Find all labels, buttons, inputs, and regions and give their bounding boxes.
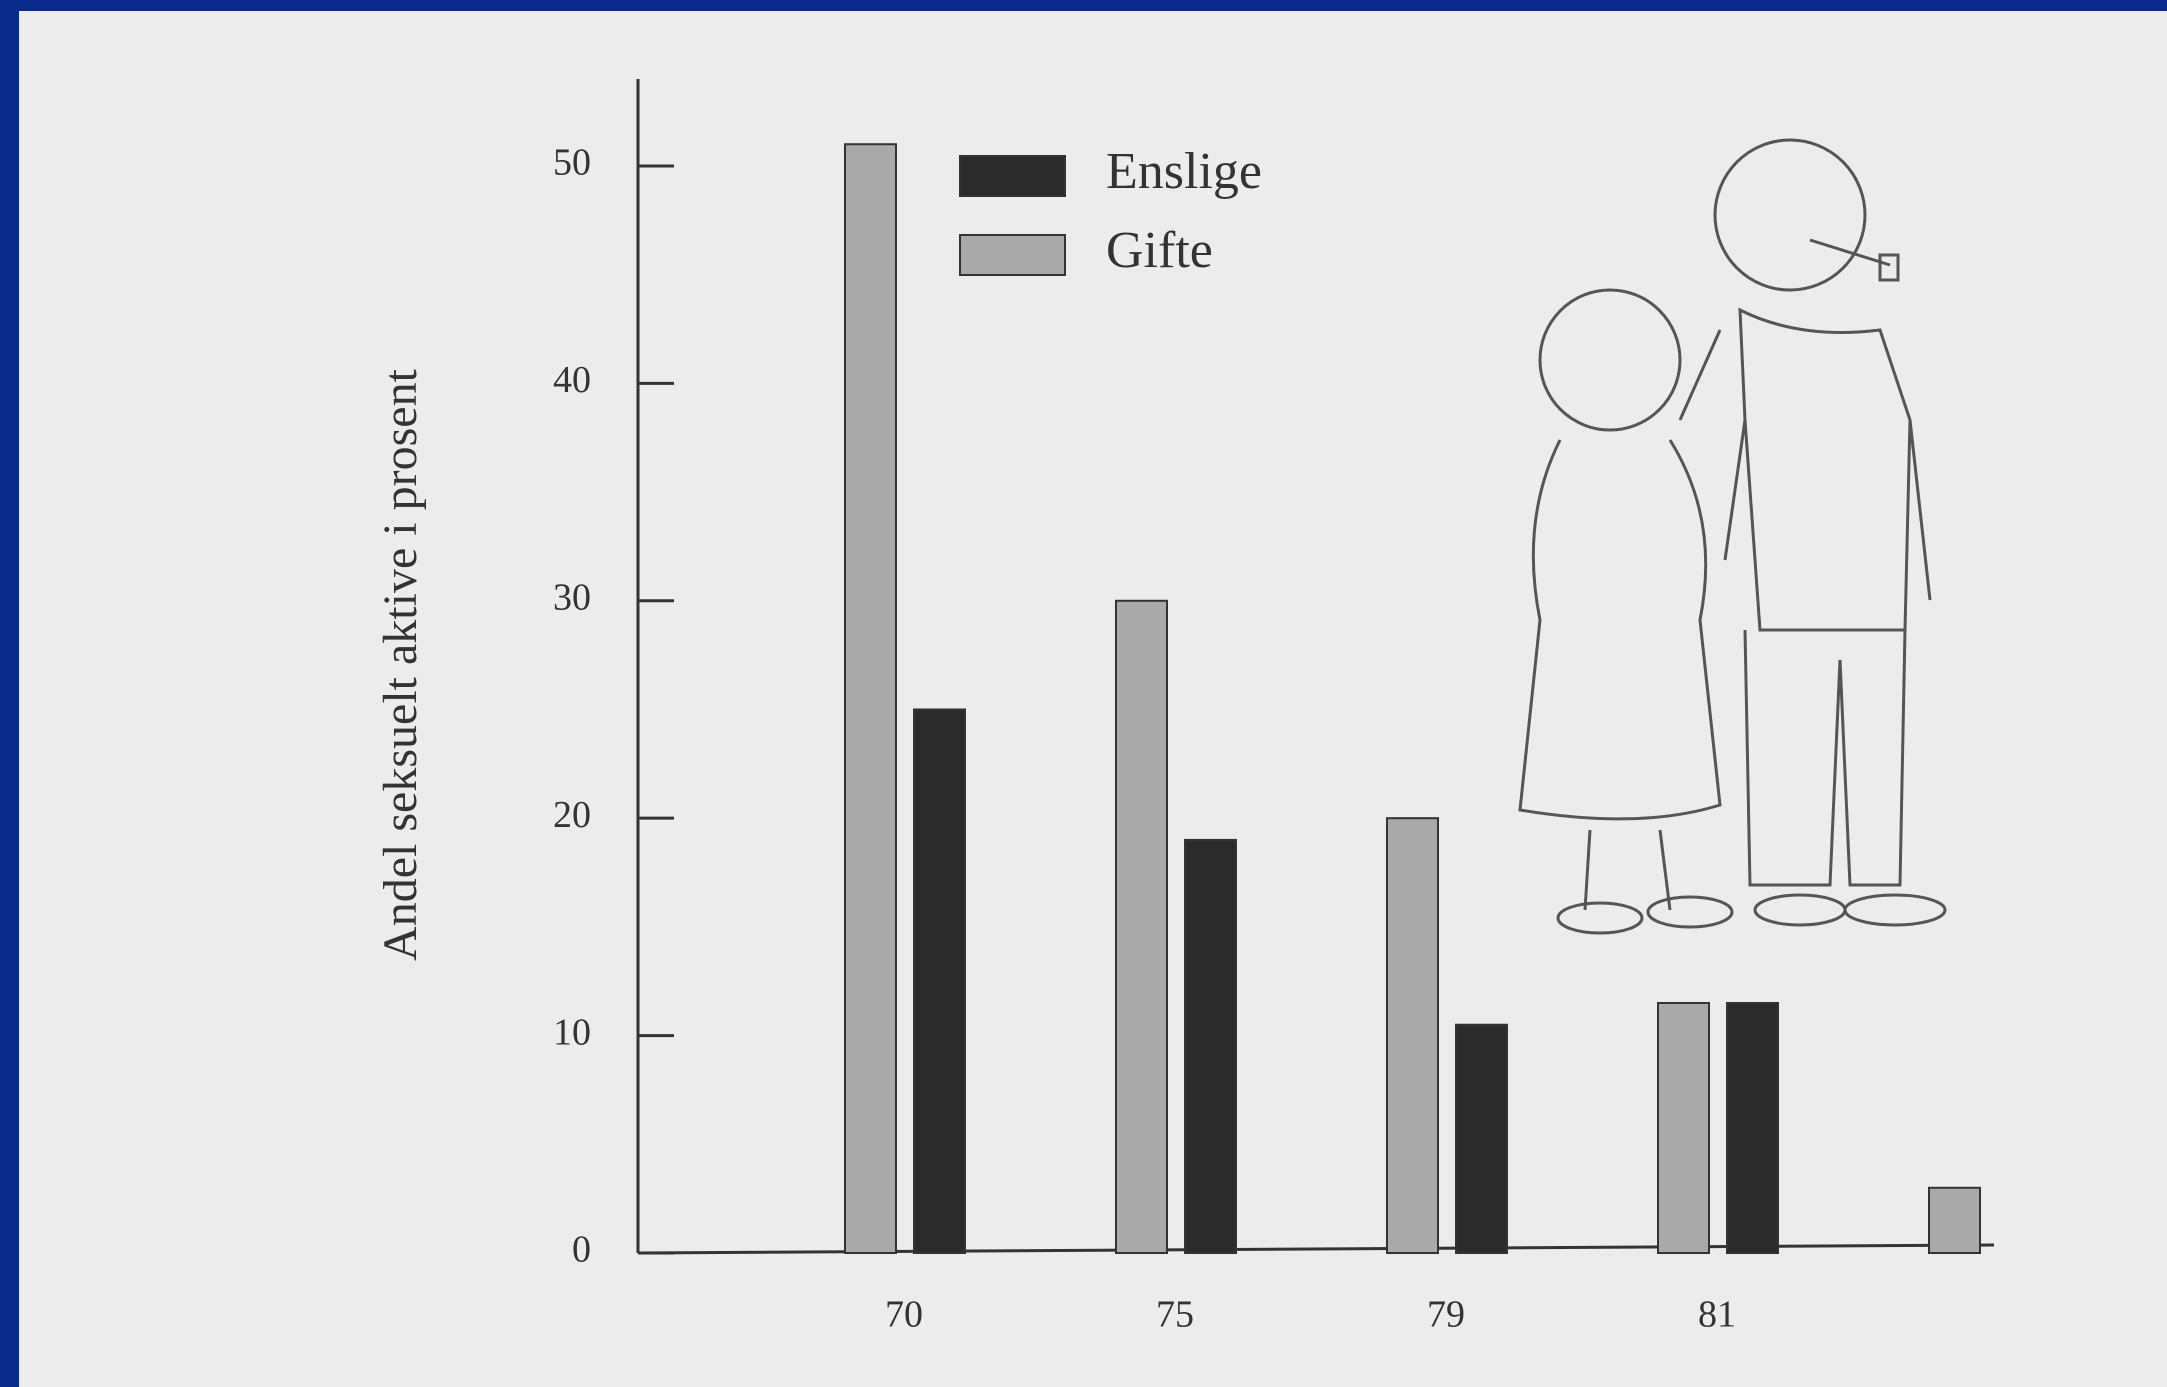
y-tick-label: 0 xyxy=(572,1229,591,1271)
page: {"chart_data": {"type": "bar", "y_label"… xyxy=(0,0,2167,1387)
bar xyxy=(1387,818,1438,1253)
bar xyxy=(914,709,965,1253)
legend-label: Gifte xyxy=(1106,222,1213,279)
bar xyxy=(845,144,896,1253)
x-tick-label: 70 xyxy=(885,1294,923,1336)
y-tick-label: 10 xyxy=(553,1011,591,1053)
bar xyxy=(1456,1025,1507,1253)
y-axis-title: Andel seksuelt aktive i prosent xyxy=(374,368,427,961)
x-tick-label: 79 xyxy=(1427,1294,1465,1336)
bar xyxy=(1658,1003,1709,1253)
y-tick-label: 50 xyxy=(553,142,591,184)
bar xyxy=(1185,840,1236,1253)
panel xyxy=(19,11,2167,1387)
x-tick-label: 75 xyxy=(1156,1294,1194,1336)
legend-label: Enslige xyxy=(1106,143,1262,200)
y-tick-label: 40 xyxy=(553,359,591,401)
y-tick-label: 30 xyxy=(553,576,591,618)
bar xyxy=(1727,1003,1778,1253)
bar xyxy=(1929,1188,1980,1253)
legend-swatch xyxy=(960,156,1065,196)
y-tick-label: 20 xyxy=(553,794,591,836)
x-tick-label: 81 xyxy=(1698,1294,1736,1336)
legend-swatch xyxy=(960,235,1065,275)
bar xyxy=(1116,601,1167,1253)
chart: Andel seksuelt aktive i prosent 0 10 20 30 4… xyxy=(0,0,2167,1387)
